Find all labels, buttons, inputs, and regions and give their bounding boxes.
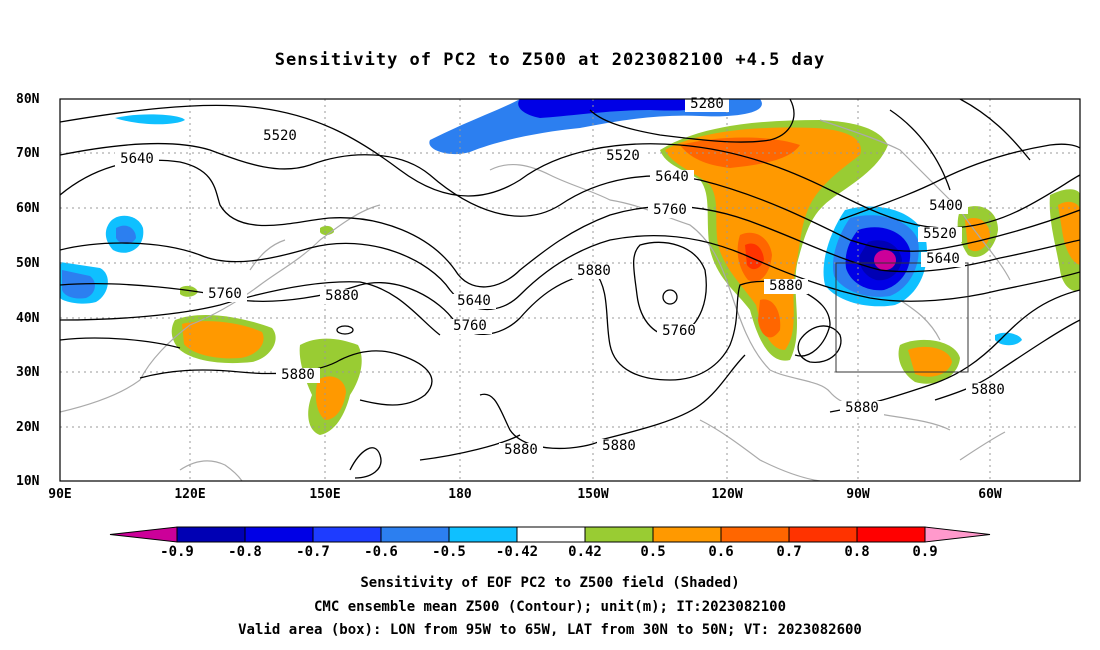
map-title: Sensitivity of PC2 to Z500 at 2023082100… bbox=[274, 50, 826, 70]
lon-label: 60W bbox=[978, 487, 1002, 502]
contour-label: 5880 bbox=[325, 288, 359, 304]
colorbar-swatch bbox=[448, 526, 518, 543]
colorbar-swatch bbox=[856, 526, 926, 543]
contour-label: 5880 bbox=[281, 367, 315, 383]
contour-label: 5640 bbox=[457, 293, 491, 309]
colorbar-tick-label: 0.42 bbox=[568, 544, 602, 560]
contour-label: 5880 bbox=[602, 438, 636, 454]
contour-label-bg bbox=[452, 294, 496, 309]
lat-lon-grid bbox=[60, 99, 1080, 481]
lon-label: 90E bbox=[48, 487, 72, 502]
colorbar-arrow-high bbox=[924, 526, 991, 543]
colorbar-tick-label: -0.42 bbox=[495, 544, 539, 560]
contour-label: 5880 bbox=[769, 278, 803, 294]
colorbar-tick-label: -0.8 bbox=[228, 544, 262, 560]
contour-label-bg bbox=[764, 279, 808, 294]
contour-label-bg bbox=[921, 252, 965, 267]
colorbar-swatch bbox=[380, 526, 450, 543]
contour-label-bg bbox=[924, 199, 968, 214]
contour-label-group: 5280 5520 5520 5640 5640 5760 5760 5880 5880 5640… bbox=[115, 96, 1010, 458]
contour-label: 5520 bbox=[923, 226, 957, 242]
lat-label: 50N bbox=[16, 256, 40, 271]
contour-label-bg bbox=[499, 443, 543, 458]
contour-label-bg bbox=[966, 383, 1010, 398]
lon-label: 120W bbox=[711, 487, 743, 502]
contour-label: 5520 bbox=[263, 128, 297, 144]
contour-label-bg bbox=[840, 401, 884, 416]
colorbar-swatch bbox=[244, 526, 314, 543]
colorbar-tick-label: -0.9 bbox=[160, 544, 194, 560]
contour-label: 5880 bbox=[504, 442, 538, 458]
contour-label: 5880 bbox=[845, 400, 879, 416]
contour-label: 5760 bbox=[208, 286, 242, 302]
contour-label-bg bbox=[597, 439, 641, 454]
lon-label: 120E bbox=[174, 487, 206, 502]
colorbar-tick-label: 0.8 bbox=[844, 544, 870, 560]
map-frame bbox=[59, 98, 1081, 482]
negative-region-arctic bbox=[429, 99, 762, 155]
lat-label: 10N bbox=[16, 474, 40, 489]
lat-label: 30N bbox=[16, 365, 40, 380]
colorbar-swatch bbox=[652, 526, 722, 543]
lat-label: 80N bbox=[16, 92, 40, 107]
contour-label: 5640 bbox=[120, 151, 154, 167]
colorbar-tick-label: 0.9 bbox=[912, 544, 938, 560]
contour-label-bg bbox=[657, 324, 701, 339]
caption-line-3: Valid area (box): LON from 95W to 65W, L… bbox=[238, 622, 862, 638]
colorbar-swatch bbox=[176, 526, 246, 543]
lat-label: 20N bbox=[16, 420, 40, 435]
colorbar-tick-label: 0.5 bbox=[640, 544, 666, 560]
contour-label-bg bbox=[572, 264, 616, 279]
lat-label: 70N bbox=[16, 146, 40, 161]
contour-label: 5760 bbox=[662, 323, 696, 339]
contour-label-bg bbox=[115, 152, 159, 167]
colorbar-tick-label: -0.6 bbox=[364, 544, 398, 560]
contour-label: 5760 bbox=[653, 202, 687, 218]
colorbar-tick-label: -0.7 bbox=[296, 544, 330, 560]
caption-line-1: Sensitivity of EOF PC2 to Z500 field (Sh… bbox=[360, 575, 740, 591]
contour-label: 5640 bbox=[926, 251, 960, 267]
contour-label: 5400 bbox=[929, 198, 963, 214]
colorbar bbox=[109, 526, 991, 543]
contour-label-bg bbox=[203, 287, 247, 302]
colorbar-swatch bbox=[584, 526, 654, 543]
contour-label-bg bbox=[258, 129, 302, 144]
contour-label-bg bbox=[650, 170, 694, 185]
contour-label-bg bbox=[918, 227, 962, 242]
contour-label-bg bbox=[448, 319, 492, 334]
lat-label: 40N bbox=[16, 311, 40, 326]
contour-label-bg bbox=[685, 97, 729, 112]
lon-label: 180 bbox=[448, 487, 472, 502]
colorbar-swatch bbox=[788, 526, 858, 543]
caption-line-2: CMC ensemble mean Z500 (Contour); unit(m… bbox=[313, 599, 786, 615]
colorbar-swatch bbox=[516, 526, 586, 543]
contour-label: 5880 bbox=[971, 382, 1005, 398]
valid-area-box bbox=[835, 262, 969, 373]
colorbar-swatch bbox=[312, 526, 382, 543]
lat-label: 60N bbox=[16, 201, 40, 216]
contour-label: 5760 bbox=[453, 318, 487, 334]
contour-label: 5520 bbox=[606, 148, 640, 164]
colorbar-arrow-low bbox=[109, 526, 178, 543]
contour-label: 5640 bbox=[655, 169, 689, 185]
colorbar-tick-label: 0.7 bbox=[776, 544, 802, 560]
contour-label: 5280 bbox=[690, 96, 724, 112]
contour-label-bg bbox=[320, 289, 364, 304]
contour-label: 5880 bbox=[577, 263, 611, 279]
contour-label-bg bbox=[601, 149, 645, 164]
lon-label: 150E bbox=[309, 487, 341, 502]
colorbar-tick-label: 0.6 bbox=[708, 544, 734, 560]
colorbar-swatch bbox=[720, 526, 790, 543]
colorbar-tick-label: -0.5 bbox=[432, 544, 466, 560]
contour-label-bg bbox=[648, 203, 692, 218]
contour-label-bg bbox=[276, 368, 320, 383]
lon-label: 150W bbox=[577, 487, 609, 502]
lon-label: 90W bbox=[846, 487, 870, 502]
